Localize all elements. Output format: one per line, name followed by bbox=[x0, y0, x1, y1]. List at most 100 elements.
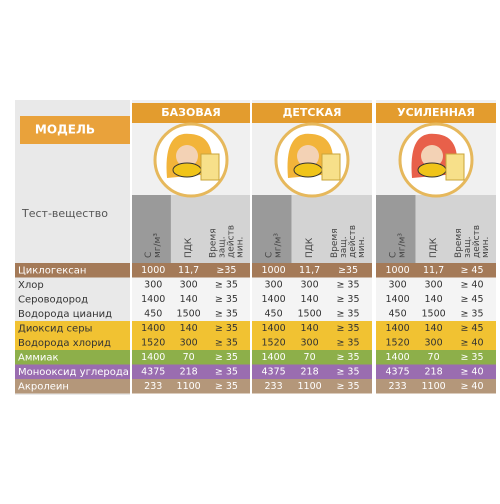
model-band bbox=[20, 116, 130, 144]
subheader-line: С bbox=[144, 252, 154, 258]
cell-value: 1400 bbox=[386, 294, 410, 305]
row-cell-bg bbox=[132, 321, 250, 336]
substance: Водорода хлорид bbox=[18, 338, 111, 349]
cell-value: 1400 bbox=[386, 323, 410, 334]
cell-value: 140 bbox=[425, 294, 443, 305]
cell-value: 11,7 bbox=[423, 265, 444, 276]
cell-value: ≥ 35 bbox=[215, 294, 238, 305]
face bbox=[421, 145, 443, 167]
row-cell-bg bbox=[376, 263, 496, 278]
cell-value: 4375 bbox=[141, 366, 165, 377]
subheader-line: мг/м³ bbox=[153, 233, 163, 258]
box bbox=[321, 153, 341, 181]
cell-value: 1400 bbox=[262, 352, 286, 363]
cell-value: 1100 bbox=[177, 381, 201, 392]
substance: Аммиак bbox=[18, 352, 59, 363]
face bbox=[176, 145, 198, 167]
row-cell-bg bbox=[252, 263, 372, 278]
cell-value: 1100 bbox=[298, 381, 322, 392]
row-bg bbox=[15, 306, 130, 321]
cell-value: 218 bbox=[180, 366, 198, 377]
face bbox=[297, 145, 319, 167]
cell-value: 140 bbox=[301, 294, 319, 305]
row-bg bbox=[15, 292, 130, 307]
cell-value: 218 bbox=[425, 366, 443, 377]
row-cell-bg bbox=[132, 364, 250, 379]
row-cell-bg bbox=[252, 364, 372, 379]
cell-value: ≥ 35 bbox=[460, 352, 483, 363]
box bbox=[200, 153, 220, 181]
model-name: ДЕТСКАЯ bbox=[283, 106, 342, 119]
respirator bbox=[417, 162, 447, 178]
substance-label: Тест-вещество bbox=[21, 207, 108, 220]
subheader-line: мин. bbox=[235, 237, 245, 258]
subheader-line: мин. bbox=[357, 237, 367, 258]
cell-value: 140 bbox=[425, 323, 443, 334]
cell-value: ≥ 40 bbox=[460, 279, 483, 290]
cell-value: ≥35 bbox=[338, 265, 358, 276]
row-cell-bg bbox=[376, 292, 496, 307]
subheader-line: Время bbox=[454, 228, 464, 258]
subheader-line: мг/м³ bbox=[274, 233, 284, 258]
row-cell-bg bbox=[132, 335, 250, 350]
cell-value: ≥ 45 bbox=[460, 265, 483, 276]
cell-value: 300 bbox=[180, 279, 198, 290]
cell-value: 1400 bbox=[141, 352, 165, 363]
row-bg bbox=[15, 335, 130, 350]
subheader-text: Время защ. действ мин. bbox=[454, 225, 491, 258]
cell-value: 1500 bbox=[177, 308, 201, 319]
box bbox=[445, 153, 465, 181]
row-cell-bg bbox=[376, 306, 496, 321]
cell-value: 1500 bbox=[422, 308, 446, 319]
cell-value: 1400 bbox=[386, 352, 410, 363]
cell-value: ≥ 45 bbox=[460, 323, 483, 334]
cell-value: 300 bbox=[301, 279, 319, 290]
row-bg bbox=[15, 263, 130, 278]
cell-value: ≥ 40 bbox=[460, 381, 483, 392]
subheader-line: С bbox=[389, 252, 399, 258]
cell-value: ≥ 40 bbox=[460, 337, 483, 348]
subheader-line: мин. bbox=[481, 237, 491, 258]
row-cell-bg bbox=[252, 321, 372, 336]
subheader-text: ПДК bbox=[429, 237, 439, 258]
row-cell-bg bbox=[132, 277, 250, 292]
cell-value: ≥ 35 bbox=[336, 308, 359, 319]
row-cell-bg bbox=[252, 335, 372, 350]
substance: Хлор bbox=[18, 280, 44, 291]
cell-value: ≥ 35 bbox=[336, 279, 359, 290]
row-cell-bg bbox=[252, 379, 372, 394]
respirator bbox=[172, 162, 202, 178]
subheader-line: С bbox=[265, 252, 275, 258]
cell-value: 233 bbox=[265, 381, 283, 392]
substance: Водорода цианид bbox=[18, 309, 112, 320]
cell-value: ≥ 35 bbox=[215, 279, 238, 290]
subheader bbox=[170, 195, 250, 263]
cell-value: 300 bbox=[301, 337, 319, 348]
model-name-band bbox=[132, 103, 250, 123]
row-cell-bg bbox=[132, 379, 250, 394]
row-bg bbox=[15, 350, 130, 365]
cell-value: 1400 bbox=[262, 323, 286, 334]
subheader-line: Время bbox=[330, 228, 340, 258]
subheader-line: действ bbox=[226, 225, 236, 258]
cell-value: 70 bbox=[428, 352, 440, 363]
cell-value: 4375 bbox=[386, 366, 410, 377]
cell-value: 233 bbox=[389, 381, 407, 392]
row-bg bbox=[15, 321, 130, 336]
cell-value: ≥ 35 bbox=[215, 308, 238, 319]
cell-value: 11,7 bbox=[178, 265, 199, 276]
cell-value: 233 bbox=[144, 381, 162, 392]
cell-value: 70 bbox=[183, 352, 195, 363]
cell-value: 1520 bbox=[141, 337, 165, 348]
row-bg bbox=[15, 364, 130, 379]
cell-value: 450 bbox=[389, 308, 407, 319]
cell-value: 1400 bbox=[141, 323, 165, 334]
row-bg bbox=[15, 277, 130, 292]
subheader-line: ПДК bbox=[184, 237, 194, 258]
substance: Акролеин bbox=[18, 381, 69, 392]
cell-value: 300 bbox=[144, 279, 162, 290]
row-cell-bg bbox=[376, 364, 496, 379]
row-cell-bg bbox=[252, 350, 372, 365]
model-name: БАЗОВАЯ bbox=[161, 106, 220, 119]
cell-value: 140 bbox=[180, 294, 198, 305]
